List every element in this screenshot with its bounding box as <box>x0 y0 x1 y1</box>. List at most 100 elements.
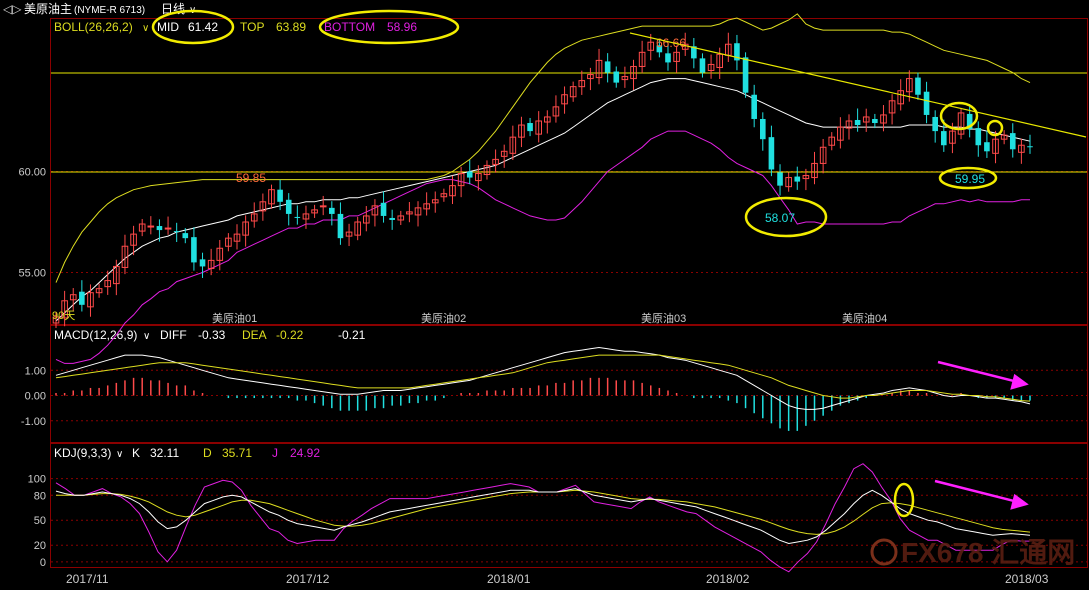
candle-body <box>414 207 422 216</box>
candle-body <box>277 189 283 202</box>
candle-body <box>380 202 387 216</box>
corner-label: 90天 <box>52 310 75 322</box>
candle-body <box>915 77 921 95</box>
candle-body <box>483 164 491 176</box>
candle-body <box>811 162 818 179</box>
macd-indicator-name: MACD(12,26,9) <box>54 328 137 342</box>
candle-body <box>440 193 448 198</box>
candle-body <box>906 78 913 93</box>
candle-body <box>665 53 671 63</box>
chevron-down-icon[interactable]: ∨ <box>142 23 149 34</box>
boll-header: BOLL(26,26,2) ∨ MID 61.42 TOP 63.89 BOTT… <box>54 20 417 34</box>
chevron-down-icon[interactable]: ∨ <box>143 331 150 342</box>
candle-body <box>362 215 370 224</box>
candle-body <box>164 227 172 230</box>
candle-body <box>191 237 197 263</box>
candle-body <box>984 142 990 152</box>
candle-body <box>854 119 861 126</box>
kdj-tick-label: 20 <box>34 540 46 552</box>
candle-body <box>691 46 697 59</box>
candle-body <box>268 189 275 205</box>
j-label: J <box>272 446 278 460</box>
candle-body <box>777 172 783 186</box>
candle-body <box>466 171 473 178</box>
highlight-ellipse <box>986 119 1004 137</box>
macd-dea-line <box>55 354 1031 402</box>
candle-body <box>285 199 292 214</box>
kdj-k-line <box>55 488 1031 545</box>
candle-body <box>957 112 965 135</box>
x-axis-label: 2018/03 <box>1005 572 1049 586</box>
candle-body <box>828 136 836 146</box>
candle-body <box>509 136 517 154</box>
chevron-down-icon[interactable]: ∨ <box>116 449 123 460</box>
x-axis-label: 2017/11 <box>66 572 109 586</box>
candle-body <box>406 211 413 215</box>
candle-body <box>923 91 930 115</box>
price-annotations: 66.66 59.85 58.07 59.95 <box>151 9 1004 518</box>
kdj-indicator-name: KDJ(9,3,3) <box>54 446 111 460</box>
candle-body <box>966 113 973 130</box>
contract-label: 美原油03 <box>641 311 686 325</box>
candle-body <box>294 216 301 218</box>
watermark: FX678 汇通网 <box>870 537 1075 568</box>
candle-body <box>647 41 655 51</box>
candle-body <box>1027 146 1033 148</box>
dea-value: -0.22 <box>276 328 304 342</box>
x-axis-labels: 2017/11 2017/12 2018/01 2018/02 2018/03 <box>66 572 1049 586</box>
candle-body <box>552 106 560 117</box>
k-label: K <box>132 446 140 460</box>
candle-body <box>130 233 137 246</box>
highlight-ellipse <box>893 482 915 518</box>
candle-body <box>1018 144 1025 153</box>
candle-body <box>492 158 499 165</box>
x-axis-label: 2018/01 <box>487 572 531 586</box>
candle-body <box>527 123 533 132</box>
macd-value: -0.21 <box>338 328 366 342</box>
kdj-tick-label: 0 <box>40 557 46 569</box>
candle-body <box>837 126 844 141</box>
highlight-ellipse <box>744 196 828 238</box>
candle-body <box>862 116 870 123</box>
x-axis-label: 2018/02 <box>706 572 750 586</box>
kdj-plot <box>55 463 1031 573</box>
candle-body <box>888 100 896 114</box>
bottom-value: 58.96 <box>387 20 417 34</box>
candle-body <box>259 201 267 212</box>
d-label: D <box>203 446 212 460</box>
candle-body <box>500 150 508 157</box>
candle-body <box>941 131 947 146</box>
boll-bands <box>55 13 1031 364</box>
boll-top-line <box>55 13 1031 283</box>
candle-body <box>423 203 430 210</box>
candle-body <box>457 173 465 187</box>
candle-body <box>897 90 905 105</box>
candle-body <box>104 280 112 288</box>
boll-indicator-name: BOLL(26,26,2) <box>54 20 133 34</box>
candle-body <box>699 58 706 73</box>
support-resistance-lines <box>51 72 1087 173</box>
kdj-tick-label: 100 <box>28 474 46 486</box>
kdj-tick-label: 80 <box>34 490 46 502</box>
divergence-arrows <box>934 360 1029 510</box>
candle-body <box>449 185 456 197</box>
highlight-ellipse <box>318 9 460 45</box>
boll-mid-line <box>55 78 1031 322</box>
back-arrow-icon[interactable]: ◁▷ <box>2 2 22 16</box>
candle-body <box>250 213 258 222</box>
candle-body <box>587 74 594 80</box>
diff-label: DIFF <box>160 328 187 342</box>
candle-body <box>207 259 215 269</box>
candle-body <box>707 63 715 72</box>
candle-body <box>371 205 379 216</box>
contract-label: 美原油01 <box>212 311 257 325</box>
macd-tick-label: -1.00 <box>21 416 46 428</box>
price-tick-label: 55.00 <box>18 268 46 280</box>
candle-body <box>544 116 551 123</box>
candle-body <box>389 217 395 220</box>
top-value: 63.89 <box>276 20 306 34</box>
candle-body <box>345 231 353 237</box>
low-annotation: 58.07 <box>765 211 795 225</box>
x-axis-label: 2017/12 <box>286 572 330 586</box>
